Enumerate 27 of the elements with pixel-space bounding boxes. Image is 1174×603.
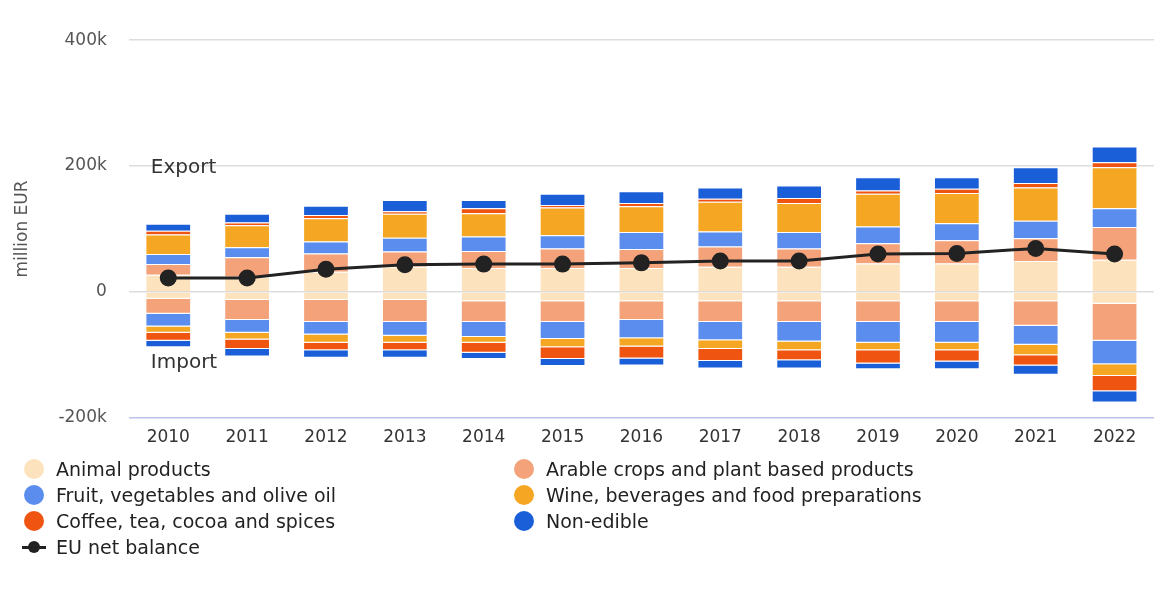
x-tick-label: 2018 xyxy=(777,426,821,447)
x-tick-label: 2016 xyxy=(619,426,664,447)
legend-label: EU net balance xyxy=(56,536,200,558)
x-tick-label: 2013 xyxy=(383,426,427,447)
y-tick-label: -200k xyxy=(58,406,107,427)
x-tick-label: 2017 xyxy=(698,426,742,447)
annotation: Import xyxy=(150,348,218,373)
y-axis-title: million EUR xyxy=(10,180,31,278)
x-tick-label: 2019 xyxy=(856,426,900,447)
legend-label: Wine, beverages and food preparations xyxy=(546,484,922,506)
x-tick-label: 2015 xyxy=(540,426,585,447)
legend-label: Arable crops and plant based products xyxy=(546,458,914,480)
x-tick-label: 2022 xyxy=(1092,426,1137,447)
y-tick-label: 0 xyxy=(96,280,107,301)
x-tick-label: 2020 xyxy=(935,426,979,447)
legend-label: Non-edible xyxy=(546,510,649,532)
x-tick-label: 2010 xyxy=(146,426,190,447)
x-tick-label: 2014 xyxy=(462,426,506,447)
x-tick-label: 2011 xyxy=(225,426,269,447)
y-tick-label: 400k xyxy=(64,28,107,49)
y-tick-label: 200k xyxy=(64,154,107,175)
legend-label: Fruit, vegetables and olive oil xyxy=(56,484,337,506)
legend-label: Animal products xyxy=(56,458,211,480)
legend-label: Coffee, tea, cocoa and spices xyxy=(56,510,336,532)
x-tick-label: 2021 xyxy=(1014,426,1058,447)
x-tick-label: 2012 xyxy=(304,426,348,447)
annotation: Export xyxy=(150,154,217,179)
